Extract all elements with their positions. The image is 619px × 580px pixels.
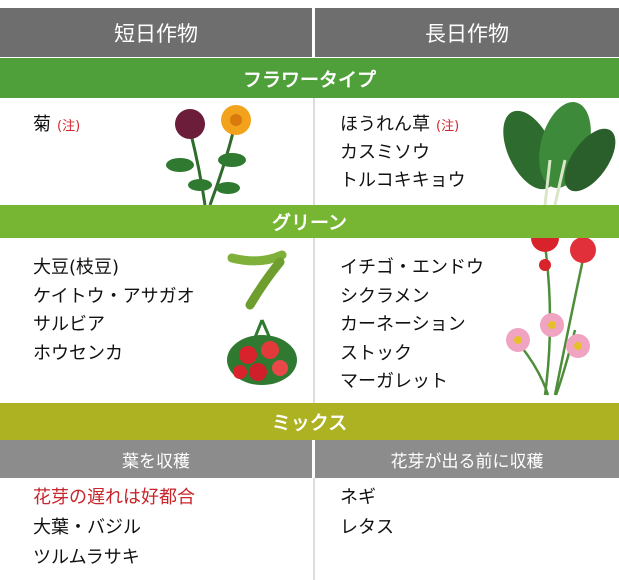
item-text: トルコキキョウ xyxy=(340,170,466,191)
item-text: ほうれん草 xyxy=(340,114,430,135)
divider xyxy=(313,98,315,205)
section-band: グリーン xyxy=(0,205,619,238)
item: 菊 (注) xyxy=(33,115,80,137)
item: シクラメン xyxy=(340,285,430,307)
item-text: レタス xyxy=(340,517,394,538)
item-text: シクラメン xyxy=(340,285,430,307)
item: トルコキキョウ xyxy=(340,171,466,191)
item-text: ストック xyxy=(340,342,412,364)
item-text: ツルムラサキ xyxy=(33,547,140,568)
salvia-illustration xyxy=(227,319,297,385)
item-text: イチゴ・エンドウ xyxy=(340,257,484,278)
item: ストック xyxy=(340,342,412,364)
subheader: 葉を収穫 xyxy=(0,440,312,478)
item: 大豆(枝豆) xyxy=(33,258,119,278)
item: ツルムラサキ xyxy=(33,548,140,568)
subheader: 花芽が出る前に収穫 xyxy=(315,440,619,478)
item-text: カスミソウ xyxy=(340,142,430,163)
item: ケイトウ・アサガオ xyxy=(33,285,195,307)
item-text: ネギ xyxy=(340,487,376,508)
section-band: ミックス xyxy=(0,403,619,440)
item-text: 菊 xyxy=(33,114,51,135)
item: 花芽の遅れは好都合 xyxy=(33,488,195,508)
item: ネギ xyxy=(340,488,376,508)
item-text: マーガレット xyxy=(340,371,448,392)
item-text: ケイトウ・アサガオ xyxy=(33,285,195,307)
item-note: (注) xyxy=(57,119,81,134)
item-text: 花芽の遅れは好都合 xyxy=(33,487,195,508)
item: 大葉・バジル xyxy=(33,518,141,538)
chrysanthemum-illustration xyxy=(166,105,251,206)
item: ホウセンカ xyxy=(33,342,123,364)
item-text: 大豆(枝豆) xyxy=(33,257,120,278)
item: レタス xyxy=(340,518,394,538)
item-text: 大葉・バジル xyxy=(33,517,141,538)
divider xyxy=(313,238,315,403)
item: サルビア xyxy=(33,315,105,335)
item-text: ホウセンカ xyxy=(33,342,123,364)
item: カスミソウ xyxy=(340,143,430,163)
item-text: サルビア xyxy=(33,314,105,335)
section-band: フラワータイプ xyxy=(0,58,619,98)
item: ほうれん草 (注) xyxy=(340,115,459,137)
item: マーガレット xyxy=(340,372,448,392)
carnation-illustration xyxy=(506,224,596,396)
item: カーネーション xyxy=(340,315,466,335)
edamame-illustration xyxy=(227,250,287,310)
header-short-day: 短日作物 xyxy=(0,8,312,57)
item-note: (注) xyxy=(436,119,460,134)
header-long-day: 長日作物 xyxy=(315,8,619,57)
item: イチゴ・エンドウ xyxy=(340,258,484,278)
divider xyxy=(313,478,315,580)
item-text: カーネーション xyxy=(340,314,466,335)
spinach-illustration xyxy=(503,102,616,206)
